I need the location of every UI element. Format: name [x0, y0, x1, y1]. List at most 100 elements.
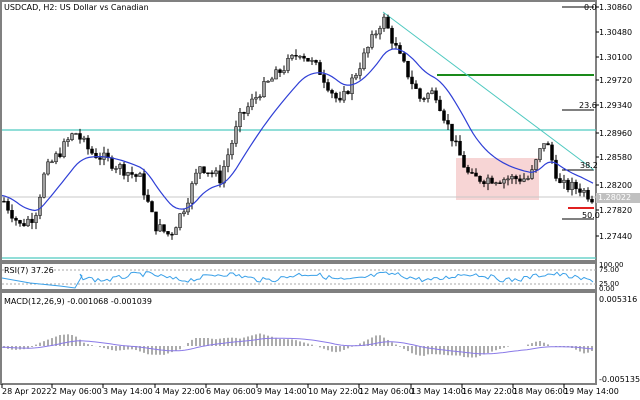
candle — [306, 57, 310, 62]
macd-signal-line — [1, 337, 594, 355]
candle — [18, 220, 22, 224]
macd-axis-top: 0.005316 — [599, 295, 638, 304]
trendline — [382, 11, 595, 171]
candle — [462, 155, 466, 168]
candle — [486, 177, 490, 185]
candle — [378, 28, 382, 35]
candle — [182, 211, 186, 214]
candle — [434, 90, 438, 101]
candle — [126, 172, 130, 176]
candle — [494, 182, 498, 184]
candle — [194, 172, 198, 184]
candle — [454, 140, 458, 143]
current-price-tag: 1.28022 — [596, 193, 640, 203]
candle — [538, 148, 542, 160]
candle — [58, 153, 62, 157]
candle — [478, 175, 482, 182]
price-axis-label: 1.29720 — [599, 76, 633, 85]
candle — [138, 173, 142, 177]
candle — [330, 90, 334, 94]
candle — [438, 99, 442, 111]
candle — [402, 53, 406, 62]
time-axis-label: 13 May 14:00 — [411, 387, 466, 396]
candle — [154, 211, 158, 232]
candle — [82, 137, 86, 140]
rsi-label: RSI(7) 37.26 — [4, 266, 54, 275]
candle — [450, 123, 454, 142]
candle — [230, 143, 234, 156]
candle — [14, 218, 18, 221]
candle — [446, 120, 450, 125]
candle — [318, 62, 322, 75]
candle — [202, 166, 206, 173]
price-axis-label: 1.27820 — [599, 206, 633, 215]
price-axis-label: 1.28200 — [599, 181, 633, 190]
candle — [234, 126, 238, 144]
candle — [506, 178, 510, 181]
time-axis-label: 28 Apr 2022 — [2, 387, 52, 396]
candle — [342, 91, 346, 101]
candle — [490, 177, 494, 184]
time-axis-label: 10 May 22:00 — [308, 387, 363, 396]
candle — [10, 210, 14, 219]
candle — [418, 88, 422, 99]
macd-label: MACD(12,26,9) -0.001068 -0.001039 — [4, 297, 152, 306]
candle — [374, 33, 378, 36]
candle — [522, 178, 526, 182]
fib-label-50: 50.0 — [582, 211, 600, 220]
candle — [566, 179, 570, 190]
candle — [54, 153, 58, 163]
candle — [558, 178, 562, 183]
candle — [70, 133, 74, 140]
candle — [38, 196, 42, 216]
candle — [482, 181, 486, 185]
time-axis-label: 16 May 22:00 — [462, 387, 517, 396]
candle — [254, 97, 258, 100]
candle — [530, 169, 534, 179]
candle — [166, 231, 170, 235]
candle — [550, 144, 554, 161]
price-axis-label: 1.30860 — [599, 3, 633, 12]
candle — [466, 167, 470, 173]
time-axis-label: 4 May 22:00 — [155, 387, 205, 396]
time-axis-label: 3 May 14:00 — [103, 387, 153, 396]
candle — [98, 157, 102, 160]
time-axis-label: 9 May 14:00 — [257, 387, 307, 396]
candle — [6, 201, 10, 211]
chart-title: USDCAD, H2: US Dollar vs Canadian — [4, 3, 149, 12]
rsi-axis-25: 25.00 — [599, 280, 620, 288]
price-axis-label: 1.28580 — [599, 153, 633, 162]
candle — [350, 77, 354, 94]
candle — [334, 92, 338, 99]
candle — [246, 106, 250, 114]
candle — [22, 223, 26, 227]
candle — [146, 194, 150, 202]
candle — [518, 178, 522, 182]
candle — [238, 111, 242, 127]
price-axis-label: 1.30480 — [599, 28, 633, 37]
candle — [258, 96, 262, 99]
candle — [562, 179, 566, 183]
candle — [178, 213, 182, 228]
candle — [590, 198, 594, 203]
candle — [242, 111, 246, 114]
candle — [510, 176, 514, 180]
candle — [422, 98, 426, 100]
candle — [502, 179, 506, 184]
candle — [570, 181, 574, 190]
candle — [290, 54, 294, 59]
candle — [278, 69, 282, 73]
candle — [130, 172, 134, 175]
time-axis-label: 12 May 06:00 — [359, 387, 414, 396]
candle — [310, 60, 314, 62]
candle — [206, 172, 210, 174]
candle — [442, 110, 446, 121]
candle — [458, 140, 462, 156]
candle — [50, 161, 54, 164]
price-axis-label: 1.28960 — [599, 129, 633, 138]
candle — [426, 93, 430, 99]
candle — [514, 176, 518, 180]
rsi-axis-0: 0.00 — [599, 285, 615, 293]
